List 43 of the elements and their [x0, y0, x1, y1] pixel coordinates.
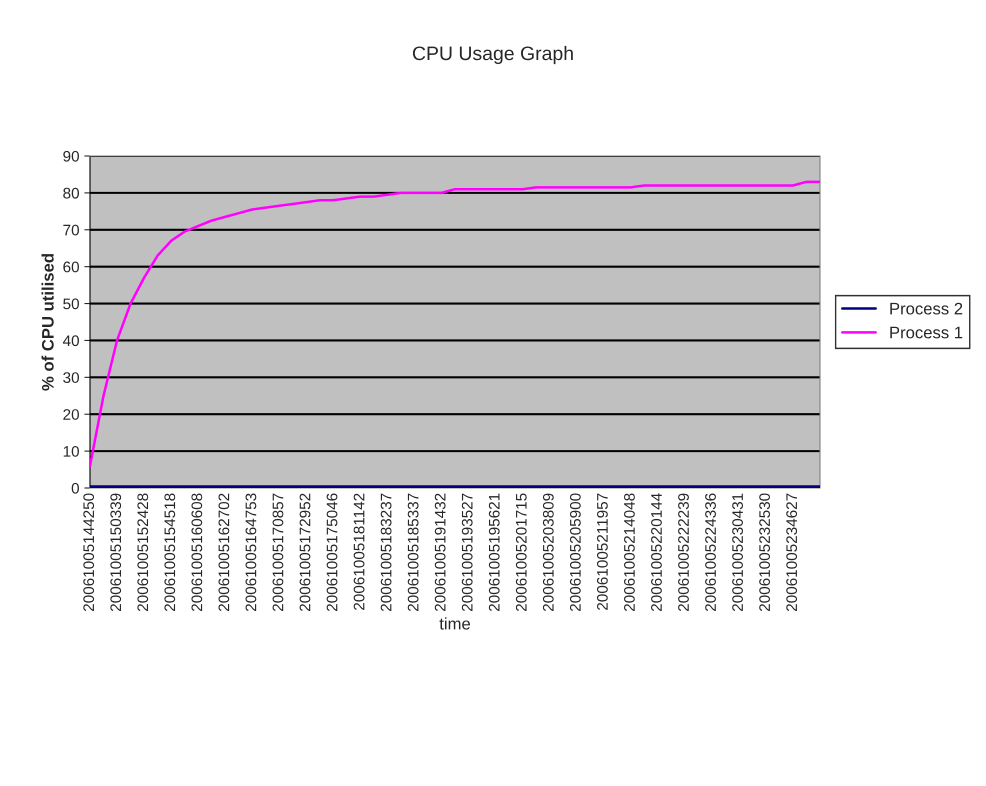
y-tick-label: 70 [63, 224, 79, 236]
x-tick-label: 20061005181142 [354, 494, 364, 610]
x-tick-label: 20061005195621 [488, 494, 500, 612]
y-tick-label: 60 [63, 262, 79, 272]
x-tick-label: 20061005162702 [218, 494, 230, 612]
x-tick-label: 20061005230431 [732, 494, 743, 612]
y-tick-label: 80 [63, 188, 79, 199]
y-tick-label: 10 [64, 446, 79, 457]
y-axis-title: % of CPU utilised [42, 254, 54, 391]
x-tick-label: 20061005172952 [300, 494, 310, 612]
x-tick-label: 20061005160608 [191, 494, 202, 612]
y-tick-label: 0 [72, 482, 79, 494]
x-tick-label: 20061005220144 [651, 493, 662, 612]
x-tick-label: 20061005211957 [596, 494, 608, 610]
x-tick-label: 20061005203809 [542, 494, 554, 612]
x-tick-label: 20061005224336 [705, 494, 716, 612]
x-tick-label: 20061005170857 [272, 494, 284, 612]
y-tick-label: 20 [63, 409, 79, 420]
x-tick-label: 20061005183237 [380, 494, 392, 612]
legend-label: Process 2 [890, 302, 962, 315]
x-tick-label: 20061005193527 [462, 494, 473, 612]
x-tick-label: 20061005150339 [110, 494, 122, 612]
x-tick-label: 20061005205900 [570, 493, 581, 612]
x-tick-label: 20061005144250 [83, 493, 94, 612]
line-series [90, 180, 820, 468]
legend-label: Process 1 [890, 326, 962, 338]
x-tick-label: 20061005152428 [137, 494, 148, 612]
y-tick-label: 40 [62, 335, 79, 346]
y-tick-label: 90 [63, 150, 79, 162]
x-tick-label: 20061005175046 [326, 494, 338, 612]
x-tick-label: 20061005214048 [624, 494, 635, 612]
chart-title: CPU Usage Graph [412, 46, 573, 64]
x-tick-label: 20061005234627 [786, 494, 798, 612]
x-tick-label: 20061005185337 [408, 494, 419, 612]
x-tick-label: 20061005222239 [678, 494, 689, 612]
x-tick-label: 20061005232530 [759, 493, 770, 612]
x-tick-label: 20061005154518 [164, 494, 176, 612]
y-tick-label: 30 [63, 372, 79, 384]
x-tick-label: 20061005201715 [516, 493, 527, 612]
y-tick-label: 50 [63, 298, 79, 310]
x-tick-label: 20061005191432 [434, 494, 446, 612]
x-tick-label: 20061005164753 [246, 494, 256, 612]
x-axis-title: time [440, 617, 470, 630]
